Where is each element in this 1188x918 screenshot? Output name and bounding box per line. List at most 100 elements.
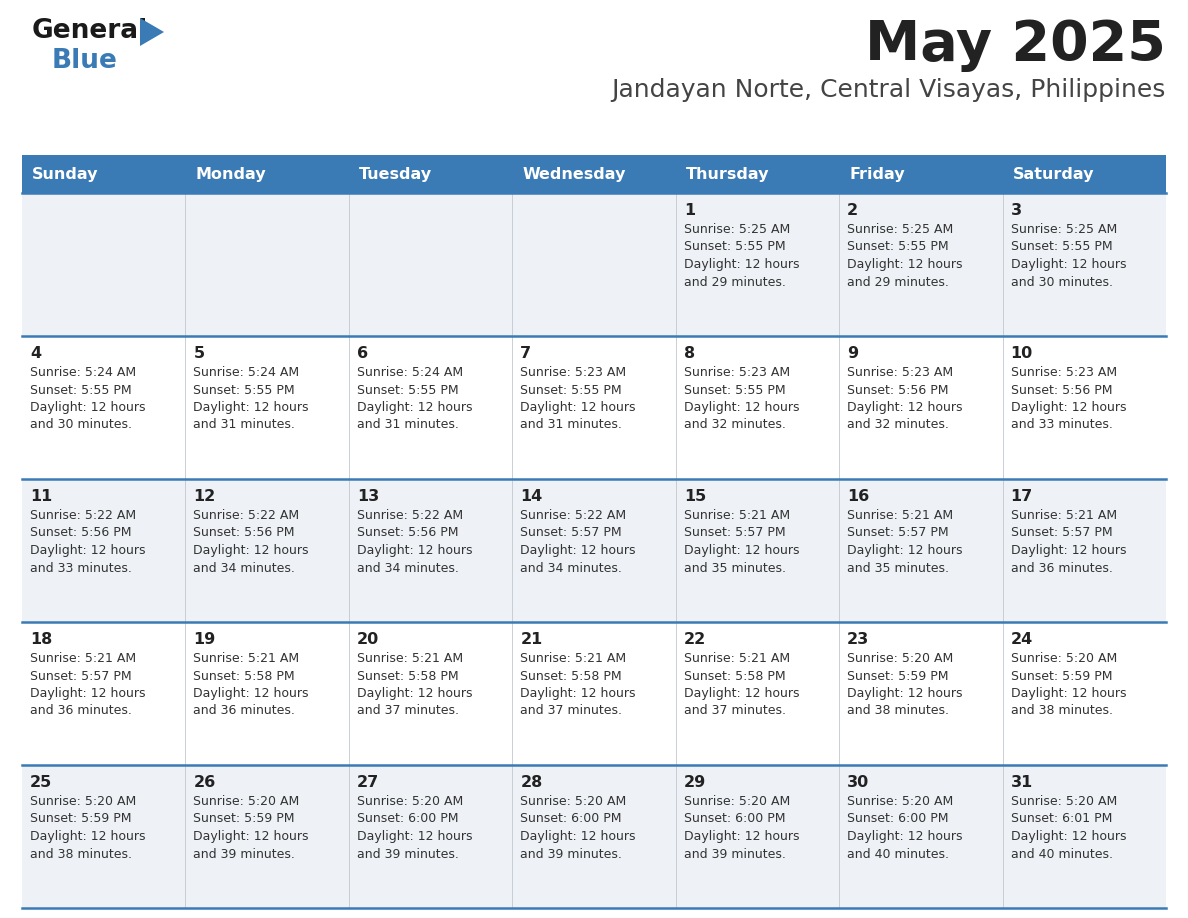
Text: Tuesday: Tuesday <box>359 166 432 182</box>
Bar <box>23 155 185 193</box>
Text: Sunday: Sunday <box>32 166 99 182</box>
Text: Sunrise: 5:25 AM
Sunset: 5:55 PM
Daylight: 12 hours
and 29 minutes.: Sunrise: 5:25 AM Sunset: 5:55 PM Dayligh… <box>684 223 800 288</box>
Text: 1: 1 <box>684 203 695 218</box>
Text: Sunrise: 5:23 AM
Sunset: 5:56 PM
Daylight: 12 hours
and 33 minutes.: Sunrise: 5:23 AM Sunset: 5:56 PM Dayligh… <box>1011 366 1126 431</box>
Text: Sunrise: 5:20 AM
Sunset: 5:59 PM
Daylight: 12 hours
and 38 minutes.: Sunrise: 5:20 AM Sunset: 5:59 PM Dayligh… <box>1011 652 1126 718</box>
Text: 10: 10 <box>1011 346 1032 361</box>
Bar <box>676 622 839 765</box>
Bar <box>839 155 1003 193</box>
Text: 20: 20 <box>356 632 379 647</box>
Bar <box>676 479 839 622</box>
Text: 19: 19 <box>194 632 216 647</box>
Bar <box>1003 622 1165 765</box>
Text: Sunrise: 5:20 AM
Sunset: 6:00 PM
Daylight: 12 hours
and 39 minutes.: Sunrise: 5:20 AM Sunset: 6:00 PM Dayligh… <box>356 795 473 860</box>
Text: 12: 12 <box>194 489 216 504</box>
Bar <box>512 155 676 193</box>
Bar <box>185 155 349 193</box>
Bar <box>349 622 512 765</box>
Text: Sunrise: 5:24 AM
Sunset: 5:55 PM
Daylight: 12 hours
and 31 minutes.: Sunrise: 5:24 AM Sunset: 5:55 PM Dayligh… <box>194 366 309 431</box>
Text: 7: 7 <box>520 346 531 361</box>
Text: Sunrise: 5:20 AM
Sunset: 6:00 PM
Daylight: 12 hours
and 39 minutes.: Sunrise: 5:20 AM Sunset: 6:00 PM Dayligh… <box>520 795 636 860</box>
Bar <box>23 765 185 908</box>
Bar <box>839 765 1003 908</box>
Bar <box>185 622 349 765</box>
Bar <box>512 336 676 479</box>
Text: Sunrise: 5:22 AM
Sunset: 5:56 PM
Daylight: 12 hours
and 34 minutes.: Sunrise: 5:22 AM Sunset: 5:56 PM Dayligh… <box>194 509 309 575</box>
Bar <box>676 336 839 479</box>
Text: 3: 3 <box>1011 203 1022 218</box>
Text: 22: 22 <box>684 632 706 647</box>
Bar <box>1003 336 1165 479</box>
Bar <box>23 622 185 765</box>
Bar <box>185 765 349 908</box>
Text: 16: 16 <box>847 489 870 504</box>
Text: Sunrise: 5:21 AM
Sunset: 5:58 PM
Daylight: 12 hours
and 36 minutes.: Sunrise: 5:21 AM Sunset: 5:58 PM Dayligh… <box>194 652 309 718</box>
Text: Sunrise: 5:21 AM
Sunset: 5:58 PM
Daylight: 12 hours
and 37 minutes.: Sunrise: 5:21 AM Sunset: 5:58 PM Dayligh… <box>520 652 636 718</box>
Bar <box>512 193 676 336</box>
Text: Monday: Monday <box>196 166 266 182</box>
Text: Sunrise: 5:20 AM
Sunset: 6:01 PM
Daylight: 12 hours
and 40 minutes.: Sunrise: 5:20 AM Sunset: 6:01 PM Dayligh… <box>1011 795 1126 860</box>
Text: Sunrise: 5:23 AM
Sunset: 5:56 PM
Daylight: 12 hours
and 32 minutes.: Sunrise: 5:23 AM Sunset: 5:56 PM Dayligh… <box>847 366 962 431</box>
Text: Sunrise: 5:20 AM
Sunset: 5:59 PM
Daylight: 12 hours
and 38 minutes.: Sunrise: 5:20 AM Sunset: 5:59 PM Dayligh… <box>30 795 145 860</box>
Bar <box>512 622 676 765</box>
Text: Friday: Friday <box>849 166 905 182</box>
Text: 11: 11 <box>30 489 52 504</box>
Text: Sunrise: 5:21 AM
Sunset: 5:57 PM
Daylight: 12 hours
and 36 minutes.: Sunrise: 5:21 AM Sunset: 5:57 PM Dayligh… <box>30 652 145 718</box>
Text: Saturday: Saturday <box>1012 166 1094 182</box>
Bar <box>676 765 839 908</box>
Text: 15: 15 <box>684 489 706 504</box>
Polygon shape <box>140 18 164 46</box>
Text: Sunrise: 5:25 AM
Sunset: 5:55 PM
Daylight: 12 hours
and 29 minutes.: Sunrise: 5:25 AM Sunset: 5:55 PM Dayligh… <box>847 223 962 288</box>
Bar <box>676 193 839 336</box>
Text: 21: 21 <box>520 632 543 647</box>
Text: 17: 17 <box>1011 489 1032 504</box>
Text: 27: 27 <box>356 775 379 790</box>
Bar <box>839 479 1003 622</box>
Text: Sunrise: 5:23 AM
Sunset: 5:55 PM
Daylight: 12 hours
and 32 minutes.: Sunrise: 5:23 AM Sunset: 5:55 PM Dayligh… <box>684 366 800 431</box>
Bar <box>23 479 185 622</box>
Text: Sunrise: 5:23 AM
Sunset: 5:55 PM
Daylight: 12 hours
and 31 minutes.: Sunrise: 5:23 AM Sunset: 5:55 PM Dayligh… <box>520 366 636 431</box>
Bar <box>1003 155 1165 193</box>
Bar <box>839 193 1003 336</box>
Bar <box>1003 479 1165 622</box>
Text: 24: 24 <box>1011 632 1032 647</box>
Bar <box>349 336 512 479</box>
Bar <box>839 622 1003 765</box>
Bar <box>512 765 676 908</box>
Text: Sunrise: 5:20 AM
Sunset: 6:00 PM
Daylight: 12 hours
and 40 minutes.: Sunrise: 5:20 AM Sunset: 6:00 PM Dayligh… <box>847 795 962 860</box>
Text: General: General <box>32 18 148 44</box>
Text: 4: 4 <box>30 346 42 361</box>
Bar <box>349 765 512 908</box>
Bar <box>349 479 512 622</box>
Text: Sunrise: 5:22 AM
Sunset: 5:56 PM
Daylight: 12 hours
and 34 minutes.: Sunrise: 5:22 AM Sunset: 5:56 PM Dayligh… <box>356 509 473 575</box>
Bar <box>349 193 512 336</box>
Text: 9: 9 <box>847 346 858 361</box>
Text: 30: 30 <box>847 775 870 790</box>
Text: Sunrise: 5:22 AM
Sunset: 5:57 PM
Daylight: 12 hours
and 34 minutes.: Sunrise: 5:22 AM Sunset: 5:57 PM Dayligh… <box>520 509 636 575</box>
Text: 25: 25 <box>30 775 52 790</box>
Bar <box>23 193 185 336</box>
Text: 28: 28 <box>520 775 543 790</box>
Text: 29: 29 <box>684 775 706 790</box>
Text: 14: 14 <box>520 489 543 504</box>
Text: Sunrise: 5:22 AM
Sunset: 5:56 PM
Daylight: 12 hours
and 33 minutes.: Sunrise: 5:22 AM Sunset: 5:56 PM Dayligh… <box>30 509 145 575</box>
Text: Thursday: Thursday <box>685 166 769 182</box>
Text: Sunrise: 5:21 AM
Sunset: 5:57 PM
Daylight: 12 hours
and 36 minutes.: Sunrise: 5:21 AM Sunset: 5:57 PM Dayligh… <box>1011 509 1126 575</box>
Bar <box>839 336 1003 479</box>
Text: Sunrise: 5:25 AM
Sunset: 5:55 PM
Daylight: 12 hours
and 30 minutes.: Sunrise: 5:25 AM Sunset: 5:55 PM Dayligh… <box>1011 223 1126 288</box>
Text: Sunrise: 5:20 AM
Sunset: 5:59 PM
Daylight: 12 hours
and 39 minutes.: Sunrise: 5:20 AM Sunset: 5:59 PM Dayligh… <box>194 795 309 860</box>
Text: Sunrise: 5:24 AM
Sunset: 5:55 PM
Daylight: 12 hours
and 31 minutes.: Sunrise: 5:24 AM Sunset: 5:55 PM Dayligh… <box>356 366 473 431</box>
Text: 13: 13 <box>356 489 379 504</box>
Text: 18: 18 <box>30 632 52 647</box>
Text: Sunrise: 5:21 AM
Sunset: 5:57 PM
Daylight: 12 hours
and 35 minutes.: Sunrise: 5:21 AM Sunset: 5:57 PM Dayligh… <box>684 509 800 575</box>
Bar <box>512 479 676 622</box>
Text: 2: 2 <box>847 203 858 218</box>
Text: 6: 6 <box>356 346 368 361</box>
Bar <box>1003 765 1165 908</box>
Text: Sunrise: 5:21 AM
Sunset: 5:58 PM
Daylight: 12 hours
and 37 minutes.: Sunrise: 5:21 AM Sunset: 5:58 PM Dayligh… <box>356 652 473 718</box>
Text: Sunrise: 5:20 AM
Sunset: 5:59 PM
Daylight: 12 hours
and 38 minutes.: Sunrise: 5:20 AM Sunset: 5:59 PM Dayligh… <box>847 652 962 718</box>
Text: Sunrise: 5:21 AM
Sunset: 5:57 PM
Daylight: 12 hours
and 35 minutes.: Sunrise: 5:21 AM Sunset: 5:57 PM Dayligh… <box>847 509 962 575</box>
Text: 8: 8 <box>684 346 695 361</box>
Bar <box>185 193 349 336</box>
Text: Jandayan Norte, Central Visayas, Philippines: Jandayan Norte, Central Visayas, Philipp… <box>612 78 1165 102</box>
